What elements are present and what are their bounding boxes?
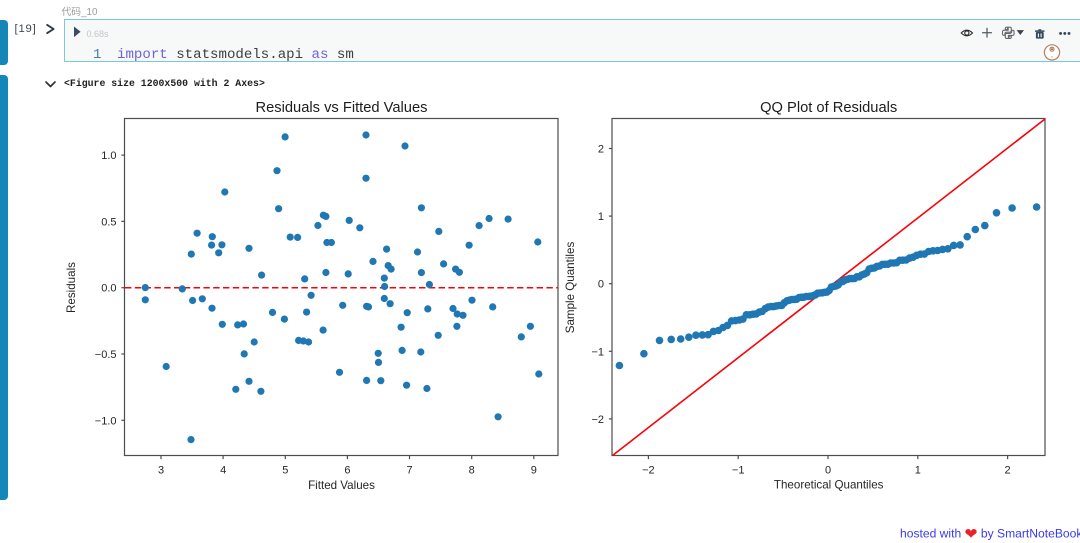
svg-text:5: 5 [282,465,288,477]
svg-text:−1.0: −1.0 [95,415,117,427]
svg-text:−0.5: −0.5 [95,349,117,361]
svg-text:−1: −1 [591,346,604,358]
svg-text:0.5: 0.5 [101,216,116,228]
svg-text:−2: −2 [591,414,604,426]
svg-text:6: 6 [344,465,350,477]
svg-text:8: 8 [469,465,475,477]
svg-text:1: 1 [598,211,604,223]
svg-text:Residuals: Residuals [65,262,78,313]
svg-text:9: 9 [531,465,537,477]
svg-text:2: 2 [1005,465,1011,477]
svg-text:0.0: 0.0 [101,283,116,295]
svg-text:1: 1 [915,465,921,477]
svg-text:Residuals vs Fitted Values: Residuals vs Fitted Values [256,100,428,116]
svg-text:4: 4 [220,465,226,477]
svg-text:2: 2 [598,144,604,156]
svg-text:Theoretical Quantiles: Theoretical Quantiles [774,479,884,492]
svg-text:0: 0 [825,465,831,477]
svg-text:Sample Quantiles: Sample Quantiles [564,242,577,334]
svg-text:−1: −1 [732,465,745,477]
svg-text:−2: −2 [642,465,655,477]
svg-text:QQ Plot of Residuals: QQ Plot of Residuals [760,100,897,116]
svg-text:1.0: 1.0 [101,150,116,162]
svg-text:0: 0 [598,279,604,291]
svg-text:3: 3 [158,465,164,477]
svg-text:Fitted Values: Fitted Values [308,479,375,492]
svg-text:7: 7 [406,465,412,477]
